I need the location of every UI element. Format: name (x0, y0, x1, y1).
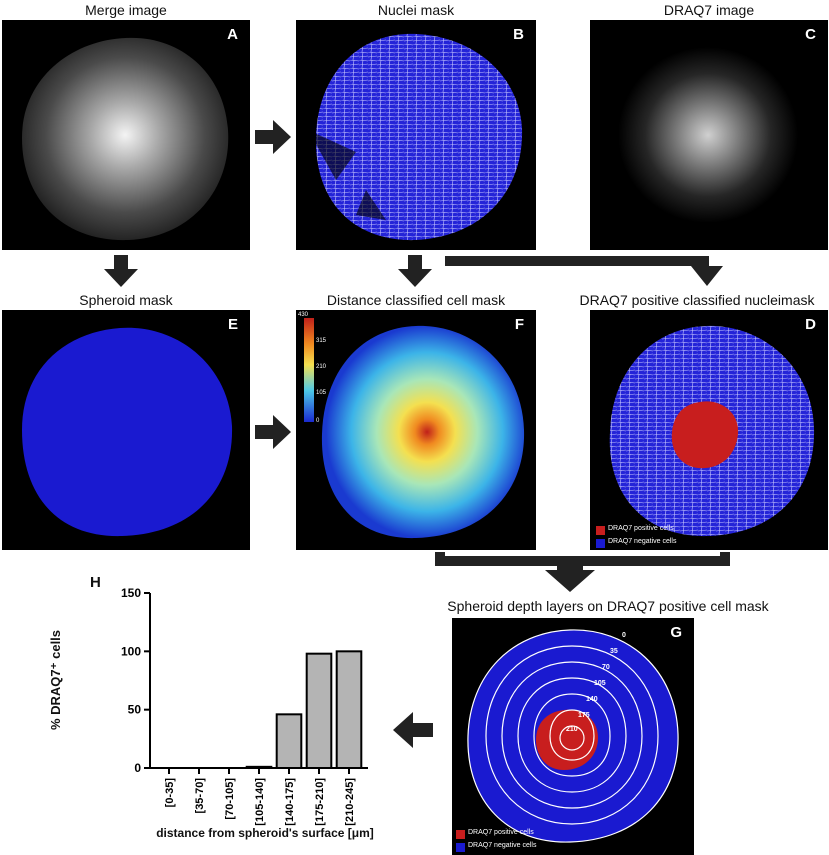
colorbar-tick-430: 430 (298, 312, 309, 318)
panel-a-label: A (227, 26, 238, 43)
colorbar-tick-0: 0 (316, 418, 320, 424)
colorbar-tick-315: 315 (316, 338, 327, 344)
draq7-positive-mask-graphic (596, 325, 815, 548)
colorbar-tick-105: 105 (316, 390, 327, 396)
x-tick-label-[35-70]: [35-70] (194, 778, 206, 814)
x-tick-label-[105-140]: [105-140] (254, 778, 266, 826)
legend-positive-label: DRAQ7 positive cells (608, 525, 674, 532)
colorbar-tick-210: 210 (316, 364, 327, 370)
panel-d-label: D (805, 316, 816, 333)
x-tick-label-[175-210]: [175-210] (314, 778, 326, 826)
legend-negative-label: DRAQ7 negative cells (608, 538, 677, 545)
arrow-f-d-to-g (435, 552, 730, 592)
depth-layers-graphic (456, 629, 679, 852)
panel-g-depth-layers: 0 35 70 105 140 175 210 DRAQ7 positive c… (452, 618, 694, 855)
ring-label-210: 210 (566, 726, 578, 733)
bar-[175-210] (305, 652, 333, 769)
spheroid-mask-graphic (22, 327, 233, 537)
panel-c-label: C (805, 26, 816, 43)
panel-e-label: E (227, 316, 238, 333)
panel-f-title: Distance classified cell mask (326, 292, 506, 308)
y-tick-label-150: 150 (121, 586, 141, 600)
panel-c-draq7-image: C (590, 20, 828, 250)
panel-f-distance-mask: 430 315 210 105 0 F (296, 310, 536, 550)
panel-h-label: H (90, 574, 101, 591)
arrow-b-c-to-d (445, 256, 723, 286)
panel-g-title: Spheroid depth layers on DRAQ7 positive … (447, 598, 769, 614)
arrow-a-to-e (104, 255, 138, 287)
x-tick-label-[70-105]: [70-105] (224, 778, 236, 820)
arrow-e-to-f (255, 415, 291, 449)
panel-c-title: DRAQ7 image (663, 2, 755, 18)
panel-b-label: B (513, 26, 524, 43)
y-tick-label-50: 50 (128, 703, 142, 717)
ring-label-105: 105 (594, 680, 606, 687)
panel-d-draq7-positive-mask: DRAQ7 positive cells DRAQ7 negative cell… (590, 310, 828, 550)
panel-e-title: Spheroid mask (79, 292, 173, 308)
y-tick-label-100: 100 (121, 644, 141, 658)
draq7-bar-chart: 0 50 100 150 [0-35] [35-70] [70-105] [105-140] [… (121, 586, 368, 826)
distance-mask-graphic (304, 318, 525, 539)
ring-label-140: 140 (586, 696, 598, 703)
arrow-a-to-b (255, 120, 291, 154)
ring-label-35: 35 (610, 648, 618, 655)
panel-d-title: DRAQ7 positive classified nucleimask (579, 292, 815, 308)
merge-image-graphic (22, 37, 229, 241)
chart-xlabel: distance from spheroid's surface [μm] (156, 826, 374, 840)
bar-[140-175] (275, 713, 303, 769)
arrow-b-to-f (398, 255, 432, 287)
bar-[210-245] (335, 650, 363, 769)
panel-a-title: Merge image (85, 2, 167, 18)
panel-a-merge-image: A (2, 20, 250, 250)
nuclei-mask-graphic (308, 33, 523, 241)
chart-ylabel: % DRAQ7⁺ cells (48, 629, 63, 731)
ring-label-0: 0 (622, 632, 626, 639)
panel-f-label: F (514, 316, 524, 333)
panel-b-nuclei-mask: B (296, 20, 536, 250)
panel-e-spheroid-mask: E (2, 310, 250, 550)
panel-b-title: Nuclei mask (377, 2, 455, 18)
arrow-g-to-h (393, 712, 433, 748)
x-tick-label-[140-175]: [140-175] (284, 778, 296, 826)
y-tick-label-0: 0 (134, 761, 141, 775)
panel-g-label: G (670, 624, 682, 641)
x-tick-label-[210-245]: [210-245] (344, 778, 356, 826)
legend-g-negative-label: DRAQ7 negative cells (468, 842, 537, 849)
ring-label-70: 70 (602, 664, 610, 671)
ring-label-175: 175 (578, 712, 590, 719)
draq7-image-graphic (618, 47, 798, 223)
legend-g-positive-label: DRAQ7 positive cells (468, 829, 534, 836)
x-tick-label-[0-35]: [0-35] (164, 778, 176, 808)
